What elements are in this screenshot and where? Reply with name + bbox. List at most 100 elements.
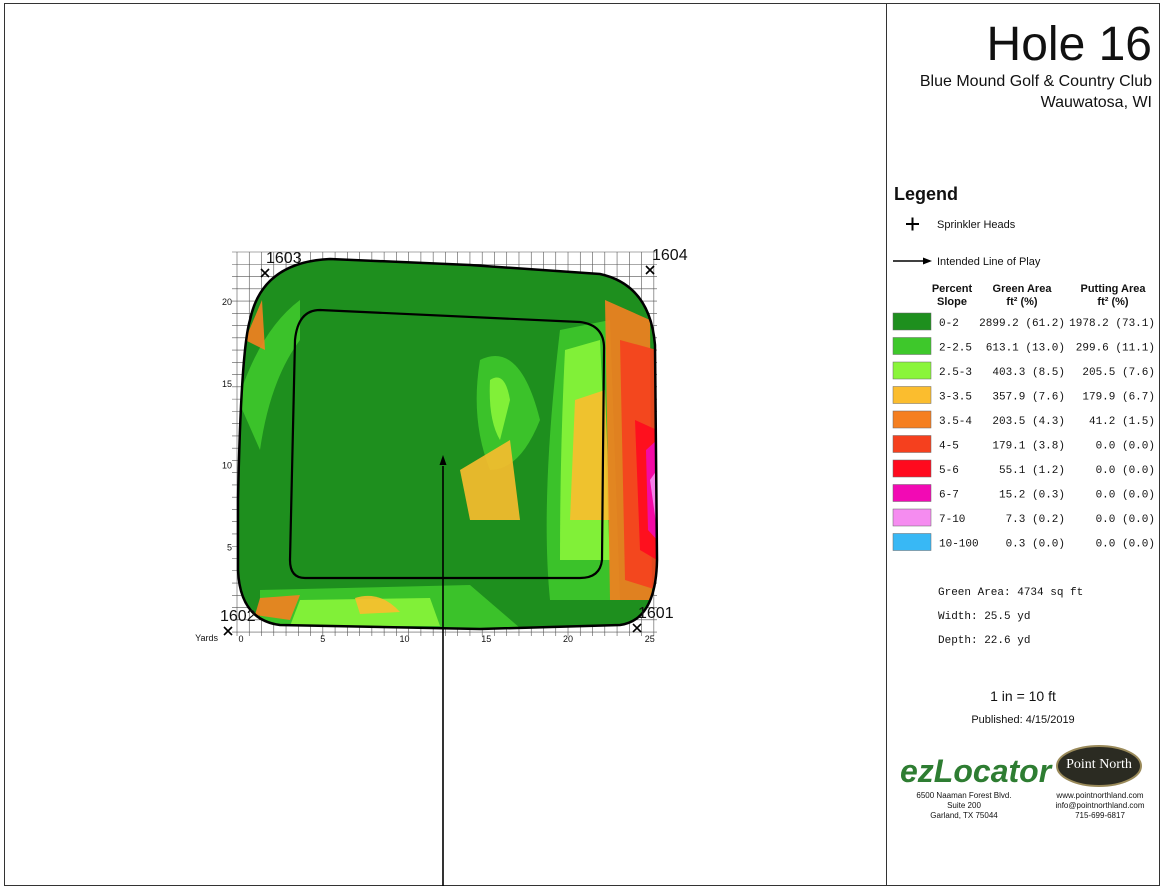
slope-patches [238,300,657,628]
slope-patch [355,595,400,614]
putting-area: 0.0 (0.0) [1096,490,1155,502]
sprinkler-label: 1603 [266,250,302,267]
slope-patch [570,390,610,520]
green-area: 403.3 (8.5) [992,367,1065,379]
stat: Green Area: 4734 sq ft [938,587,1083,599]
slope-range: 0-2 [939,318,959,330]
sheet-border [4,3,1160,886]
column-header: Slope [937,296,967,308]
sprinkler-head [223,626,233,636]
legend-line-of-play: Intended Line of Play [937,256,1041,268]
slope-patch [238,300,300,450]
line-icon-head [923,257,932,265]
slope-range: 3-3.5 [939,392,972,404]
putting-area: 0.0 (0.0) [1096,539,1155,551]
column-header: ft² (%) [1097,296,1128,308]
putting-area: 0.0 (0.0) [1096,465,1155,477]
partner-logo [1056,745,1142,787]
slope-swatch [892,361,932,380]
axis-label: Yards [195,633,218,643]
column-header: Green Area [993,283,1053,295]
column-header: Percent [932,283,973,295]
green-area: 179.1 (3.8) [992,441,1065,453]
sprinkler-label: 1604 [652,247,688,264]
slope-swatch [892,337,932,355]
x-tick-label: 15 [481,634,491,644]
brand-logo: ezLocator [900,753,1053,789]
putting-area: 179.9 (6.7) [1082,392,1155,404]
putting-area [288,308,606,580]
footer: 6500 Naaman Forest Blvd.Suite 200Garland… [916,791,1144,820]
column-header: ft² (%) [1006,296,1037,308]
green-area: 55.1 (1.2) [999,465,1065,477]
green-map: 0 5 10 15 20 25 5 10 15 20 Yards 1603 1604 1602 1601 [195,247,688,886]
green-area: 357.9 (7.6) [992,392,1065,404]
putting-area: 0.0 (0.0) [1096,441,1155,453]
slope-swatch [892,533,932,551]
club-name: Blue Mound Golf & Country Club [920,73,1152,90]
slope-patch [255,595,300,620]
sprinkler-head [260,268,270,278]
slope-patch [489,377,510,440]
published: Published: 4/15/2019 [971,714,1074,726]
x-tick-label: 25 [645,634,655,644]
y-tick-label: 20 [222,297,232,307]
slope-range: 2.5-3 [939,367,972,379]
putting-area: 1978.2 (73.1) [1069,318,1155,330]
green-area: 7.3 (0.2) [1006,514,1065,526]
x-tick-label: 20 [563,634,573,644]
x-tick-label: 0 [238,634,243,644]
slope-range: 3.5-4 [939,416,972,428]
green-edge [236,257,659,631]
x-tick-label: 5 [320,634,325,644]
slope-patch [460,440,520,520]
putting-area: 0.0 (0.0) [1096,514,1155,526]
green-area: 203.5 (4.3) [992,416,1065,428]
slope-range: 10-100 [939,539,979,551]
slope-range: 4-5 [939,441,959,453]
x-tick-label: 10 [399,634,409,644]
address-line: Suite 200 [947,801,981,810]
contact-line: 715-699-6817 [1075,811,1125,820]
green-area: 2899.2 (61.2) [979,318,1065,330]
slope-range: 6-7 [939,490,959,502]
scale: 1 in = 10 ft [990,688,1056,704]
legend-title: Legend [894,184,958,204]
slope-swatch [892,484,932,502]
slope-range: 7-10 [939,514,965,526]
putting-area: 299.6 (11.1) [1076,343,1155,355]
hole-title: Hole 16 [987,18,1152,71]
slope-swatch [892,435,932,453]
sprinkler-label: 1602 [220,608,256,625]
sprinkler-head [632,623,642,633]
y-tick-label: 5 [227,542,232,552]
slope-range: 2-2.5 [939,343,972,355]
partner-name: Point North [1066,757,1132,772]
sprinkler-label: 1601 [638,605,674,622]
sprinkler-icon [906,217,919,231]
contact-line: www.pointnorthland.com [1055,791,1143,800]
green-area: 613.1 (13.0) [986,343,1065,355]
slope-swatch [892,410,932,429]
putting-area: 205.5 (7.6) [1082,367,1155,379]
stat: Width: 25.5 yd [938,611,1030,623]
slope-swatch [892,312,932,331]
slope-swatch [892,386,932,404]
green-area: 0.3 (0.0) [1006,539,1065,551]
sprinkler-head [645,265,655,275]
contact-line: info@pointnorthland.com [1055,801,1144,810]
y-tick-label: 10 [222,461,232,471]
y-tick-label: 15 [222,379,232,389]
address-line: Garland, TX 75044 [930,811,998,820]
stat: Depth: 22.6 yd [938,635,1030,647]
putting-area: 41.2 (1.5) [1089,416,1155,428]
line-of-play-head [439,455,447,465]
slope-swatch [892,508,932,527]
club-location: Wauwatosa, WI [1041,94,1152,111]
green-area: 15.2 (0.3) [999,490,1065,502]
column-header: Putting Area [1081,283,1147,295]
legend-sprinkler: Sprinkler Heads [937,219,1016,231]
